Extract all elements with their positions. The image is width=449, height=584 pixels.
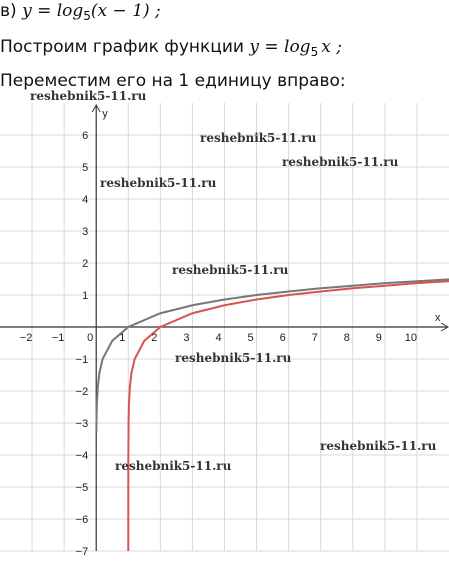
watermark: reshebnik5-11.ru [115, 459, 232, 473]
header-line: Переместим его на 1 единицу вправо: [0, 71, 346, 91]
label: в) [0, 1, 17, 21]
formula: (x − 1) ; [91, 1, 161, 21]
y-tick-label: 6 [82, 130, 88, 142]
x-tick-label: 1 [119, 332, 125, 344]
x-axis-label: x [435, 312, 441, 324]
watermark: reshebnik5-11.ru [30, 89, 147, 103]
watermark: reshebnik5-11.ru [282, 155, 399, 169]
y-tick-label: −2 [76, 386, 89, 398]
x-tick-label: 10 [405, 332, 417, 344]
x-axis-arrow [440, 322, 449, 332]
x-tick-label: 4 [215, 332, 221, 344]
header-line: в) y = log5(x − 1) ; [0, 1, 161, 23]
watermark: reshebnik5-11.ru [320, 439, 437, 453]
curve [127, 280, 449, 551]
x-tick-label: −2 [20, 332, 33, 344]
x-tick-label: 7 [312, 332, 318, 344]
x-tick-label: 9 [376, 332, 382, 344]
x-tick-label: 2 [151, 332, 157, 344]
watermark: reshebnik5-11.ru [200, 131, 317, 145]
x-tick-label: 6 [280, 332, 286, 344]
x-tick-label: 5 [248, 332, 254, 344]
y-tick-label: −6 [76, 514, 89, 526]
curve [95, 278, 449, 433]
y-tick-label: −5 [76, 482, 89, 494]
formula: y = log [21, 1, 83, 21]
formula-base: 5 [311, 45, 319, 59]
x-tick-label: −1 [52, 332, 65, 344]
text: Построим график функции [0, 37, 244, 57]
formula: x ; [321, 37, 342, 57]
y-axis-label: y [102, 108, 108, 120]
x-tick-label: 8 [344, 332, 350, 344]
formula-base: 5 [83, 9, 91, 23]
y-tick-label: −7 [76, 546, 89, 558]
y-tick-label: 2 [82, 258, 88, 270]
watermark: reshebnik5-11.ru [175, 351, 292, 365]
header-line: Построим график функции y = log5 x ; [0, 37, 342, 59]
y-tick-label: −1 [76, 354, 89, 366]
y-tick-label: 1 [82, 290, 88, 302]
y-axis-arrow [91, 103, 101, 113]
y-tick-label: −3 [76, 418, 89, 430]
y-tick-label: 3 [82, 226, 88, 238]
x-tick-label: 3 [183, 332, 189, 344]
x-tick-label: 0 [87, 332, 93, 344]
y-tick-label: 5 [82, 162, 88, 174]
watermark: reshebnik5-11.ru [100, 176, 217, 190]
formula: y = log [248, 37, 310, 57]
y-tick-label: −4 [76, 450, 89, 462]
watermark: reshebnik5-11.ru [172, 263, 289, 277]
y-tick-label: 4 [82, 194, 88, 206]
